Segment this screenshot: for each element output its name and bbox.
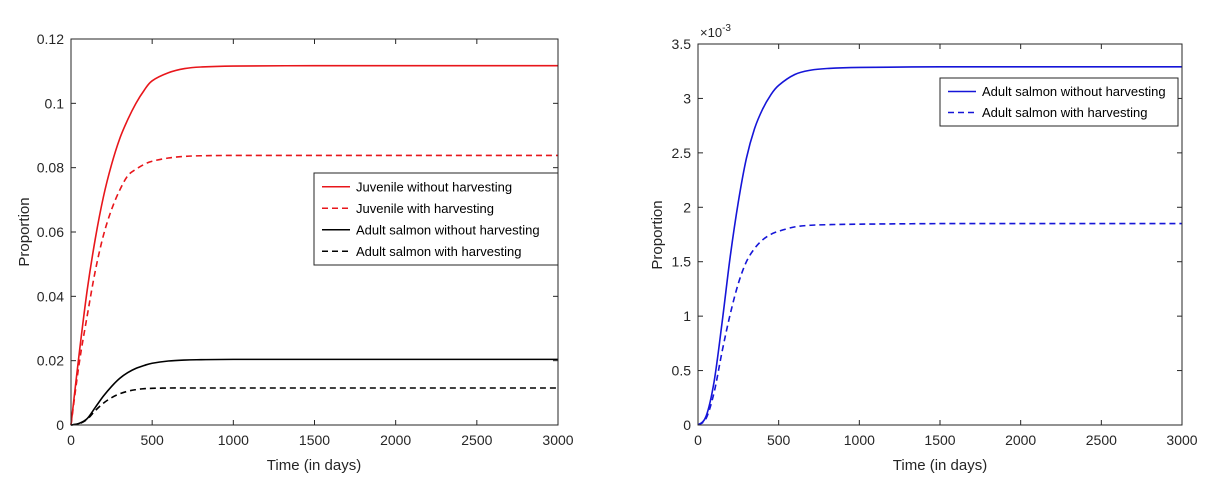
y-axis-label-right: Proportion <box>649 200 666 269</box>
y-tick-label-left: 0.04 <box>37 288 64 304</box>
x-tick-label-left: 2500 <box>461 432 492 448</box>
x-tick-label-left: 1500 <box>299 432 330 448</box>
chart-right: 0 500 1000 1500 2000 2500 3000 0 0.5 1 1.5 2 2.5 3 3.5… <box>649 23 1198 474</box>
legend-box-left <box>313 172 559 266</box>
y-exponent-power: -3 <box>722 23 731 34</box>
y-tick-label-right: 0 <box>683 417 691 433</box>
y-tick-label-right: 1.5 <box>672 254 692 270</box>
y-tick-label-left: 0.02 <box>37 353 64 369</box>
y-tick-label-right: 0.5 <box>672 363 692 379</box>
legend-label-left-2: Adult salmon without harvesting <box>356 222 540 237</box>
legend-box-right <box>939 77 1179 127</box>
y-tick-label-left: 0.12 <box>37 31 64 47</box>
x-tick-label-left: 500 <box>140 432 164 448</box>
y-axis-label-left: Proportion <box>16 197 33 266</box>
x-tick-label-right: 0 <box>694 432 702 448</box>
y-tick-label-right: 3 <box>683 90 691 106</box>
x-axis-label-left: Time (in days) <box>267 457 361 474</box>
series-line-right-0 <box>697 66 1182 426</box>
y-tick-label-left: 0.06 <box>37 224 64 240</box>
x-tick-label-right: 2000 <box>1005 432 1036 448</box>
y-tick-label-right: 2.5 <box>672 145 692 161</box>
y-tick-label-right: 3.5 <box>672 36 692 52</box>
ticks-right: 0 500 1000 1500 2000 2500 3000 0 0.5 1 1.5 2 2.5 3 3.5 <box>672 36 1198 448</box>
legend-label-right-0: Adult salmon without harvesting <box>982 84 1166 99</box>
chart-left: 0 500 1000 1500 2000 2500 3000 0 0.02 0.04 0.06 0.0… <box>16 31 574 474</box>
legend-label-right-1: Adult salmon with harvesting <box>982 105 1147 120</box>
x-tick-label-right: 1500 <box>924 432 955 448</box>
x-axis-label-right: Time (in days) <box>893 457 987 474</box>
legend-left: Juvenile without harvesting Juvenile with… <box>313 172 559 266</box>
series-line-left-0 <box>70 64 558 426</box>
x-tick-label-right: 500 <box>767 432 791 448</box>
series-line-right-1 <box>697 222 1182 426</box>
x-tick-label-left: 1000 <box>218 432 249 448</box>
legend-label-left-1: Juvenile with harvesting <box>356 201 494 216</box>
y-exponent-base: ×10 <box>700 25 722 40</box>
y-tick-label-right: 2 <box>683 199 691 215</box>
series-line-left-2 <box>70 358 558 426</box>
legend-right: Adult salmon without harvesting Adult sal… <box>939 77 1179 127</box>
series-group-right <box>697 66 1182 426</box>
x-tick-label-left: 3000 <box>542 432 573 448</box>
x-tick-label-right: 1000 <box>844 432 875 448</box>
y-tick-label-left: 0.1 <box>45 95 65 111</box>
series-group-left <box>70 64 558 426</box>
x-tick-label-left: 0 <box>67 432 75 448</box>
series-line-left-3 <box>70 387 558 426</box>
legend-label-left-0: Juvenile without harvesting <box>356 179 512 194</box>
y-exponent-label: ×10-3 <box>700 23 731 40</box>
x-tick-label-right: 2500 <box>1086 432 1117 448</box>
legend-label-left-3: Adult salmon with harvesting <box>356 244 521 259</box>
y-tick-label-left: 0.08 <box>37 160 64 176</box>
x-tick-label-left: 2000 <box>380 432 411 448</box>
y-tick-label-left: 0 <box>56 417 64 433</box>
y-tick-label-right: 1 <box>683 308 691 324</box>
ticks-left: 0 500 1000 1500 2000 2500 3000 0 0.02 0.04 0.06 0.0… <box>37 31 574 448</box>
x-tick-label-right: 3000 <box>1166 432 1197 448</box>
